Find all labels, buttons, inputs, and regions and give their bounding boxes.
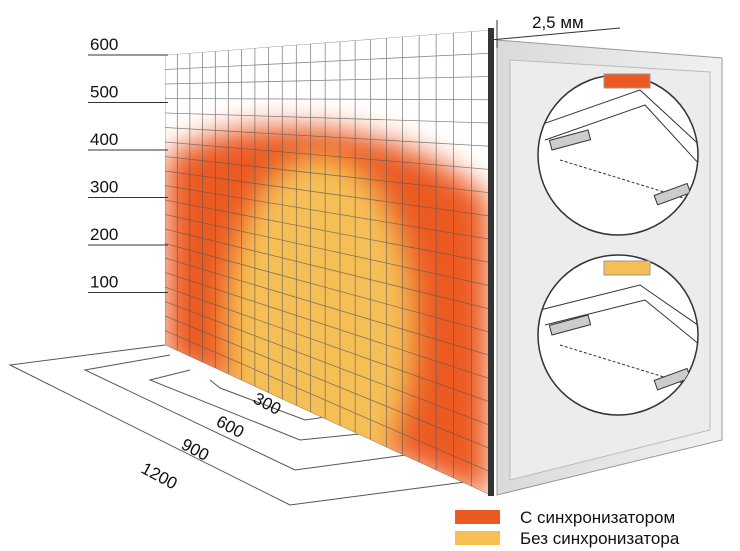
grid-line [165,112,490,124]
grid-line [165,286,490,403]
grid-line [165,156,490,194]
grid-line [165,243,490,333]
panel-edge [488,28,494,496]
grid-line [165,98,490,101]
grid-line [165,127,490,147]
height-label: 600 [90,35,118,54]
grid-line [165,141,490,170]
height-label: 500 [90,83,118,102]
grid-line [165,199,490,263]
legend-swatch [455,531,500,545]
grid-line [165,228,490,310]
dimension-line [489,27,621,41]
legend-label: С синхронизатором [520,508,675,527]
grid-line [165,257,490,356]
grid-line [165,301,490,426]
grid-line [165,52,490,70]
height-label: 300 [90,178,118,197]
grid-line [165,315,490,449]
heat-panel [165,30,490,495]
grid-line [165,76,490,85]
grid-line [165,170,490,217]
detail-bottom [537,254,699,416]
depth-label: 900 [178,435,212,465]
depth-label: 1200 [138,459,180,494]
grid-line [165,185,490,240]
grid-line [165,344,490,495]
detail-top [537,73,699,236]
thickness-label: 2,5 мм [532,13,584,32]
height-label: 400 [90,130,118,149]
legend-label: Без синхронизатора [520,529,680,548]
grid-line [165,214,490,287]
legend-swatch [455,510,500,524]
grid-line [165,330,490,473]
height-label: 100 [90,273,118,292]
height-label: 200 [90,225,118,244]
grid-line [165,272,490,380]
